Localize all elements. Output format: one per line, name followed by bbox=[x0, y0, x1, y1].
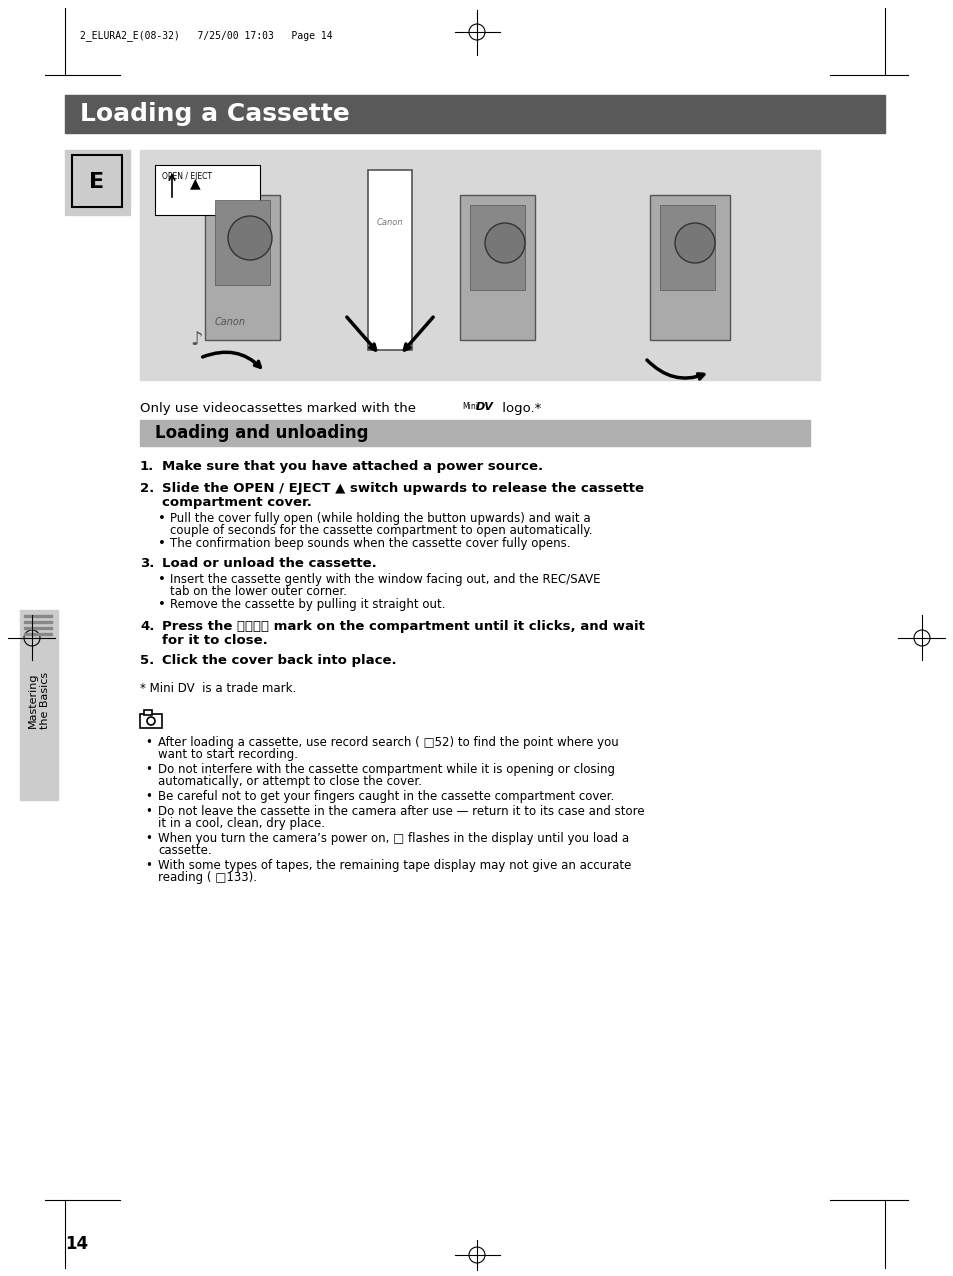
Text: automatically, or attempt to close the cover.: automatically, or attempt to close the c… bbox=[158, 775, 421, 789]
Text: Loading and unloading: Loading and unloading bbox=[154, 424, 368, 441]
Text: * Mini DV  is a trade mark.: * Mini DV is a trade mark. bbox=[140, 681, 296, 695]
Text: Press the ⓅⓊⓈⓗ mark on the compartment until it clicks, and wait: Press the ⓅⓊⓈⓗ mark on the compartment u… bbox=[162, 620, 644, 633]
Bar bbox=[24, 633, 52, 635]
Text: it in a cool, clean, dry place.: it in a cool, clean, dry place. bbox=[158, 817, 325, 829]
Text: Pull the cover fully open (while holding the button upwards) and wait a: Pull the cover fully open (while holding… bbox=[170, 512, 590, 524]
Text: 4.: 4. bbox=[140, 620, 154, 633]
Text: •: • bbox=[145, 763, 152, 776]
Bar bbox=[205, 195, 280, 339]
Text: Mastering
the Basics: Mastering the Basics bbox=[29, 671, 50, 729]
Text: Canon: Canon bbox=[376, 218, 403, 227]
Text: The confirmation beep sounds when the cassette cover fully opens.: The confirmation beep sounds when the ca… bbox=[170, 537, 570, 550]
Text: E: E bbox=[90, 172, 105, 191]
Text: ▲: ▲ bbox=[190, 176, 200, 190]
Text: 3.: 3. bbox=[140, 558, 154, 570]
Text: for it to close.: for it to close. bbox=[162, 634, 268, 647]
Bar bbox=[24, 627, 52, 629]
Bar bbox=[65, 151, 130, 214]
Circle shape bbox=[228, 216, 272, 260]
Text: want to start recording.: want to start recording. bbox=[158, 748, 297, 760]
Text: Click the cover back into place.: Click the cover back into place. bbox=[162, 655, 396, 667]
Text: 1.: 1. bbox=[140, 461, 154, 473]
Text: Canon: Canon bbox=[214, 316, 246, 327]
Bar bbox=[24, 621, 52, 623]
Bar bbox=[459, 195, 535, 339]
Text: reading ( □133).: reading ( □133). bbox=[158, 872, 256, 884]
Text: After loading a cassette, use record search ( □52) to find the point where you: After loading a cassette, use record sea… bbox=[158, 736, 618, 749]
Text: Be careful not to get your fingers caught in the cassette compartment cover.: Be careful not to get your fingers caugh… bbox=[158, 790, 614, 803]
Text: cassette.: cassette. bbox=[158, 843, 212, 857]
Text: 2.: 2. bbox=[140, 482, 154, 495]
Text: With some types of tapes, the remaining tape display may not give an accurate: With some types of tapes, the remaining … bbox=[158, 859, 631, 872]
Bar bbox=[71, 154, 122, 207]
Bar bbox=[140, 420, 809, 447]
Bar bbox=[140, 151, 820, 380]
Circle shape bbox=[675, 223, 714, 263]
Text: •: • bbox=[145, 859, 152, 872]
Bar bbox=[65, 94, 884, 133]
Circle shape bbox=[147, 717, 154, 725]
Text: Do not leave the cassette in the camera after use — return it to its case and st: Do not leave the cassette in the camera … bbox=[158, 805, 644, 818]
Text: •: • bbox=[145, 736, 152, 749]
Bar bbox=[470, 205, 524, 290]
Text: When you turn the camera’s power on, □ flashes in the display until you load a: When you turn the camera’s power on, □ f… bbox=[158, 832, 628, 845]
Text: •: • bbox=[145, 790, 152, 803]
Bar bbox=[659, 205, 714, 290]
Text: Loading a Cassette: Loading a Cassette bbox=[80, 102, 350, 126]
Text: 5.: 5. bbox=[140, 655, 154, 667]
Text: DV: DV bbox=[476, 402, 494, 412]
Circle shape bbox=[484, 223, 524, 263]
Text: Slide the OPEN / EJECT ▲ switch upwards to release the cassette: Slide the OPEN / EJECT ▲ switch upwards … bbox=[162, 482, 643, 495]
Bar bbox=[20, 610, 58, 800]
Bar bbox=[140, 715, 162, 729]
Text: 14: 14 bbox=[65, 1235, 88, 1253]
Bar bbox=[144, 709, 152, 715]
Bar bbox=[649, 195, 729, 339]
Bar bbox=[368, 170, 412, 350]
Text: tab on the lower outer corner.: tab on the lower outer corner. bbox=[170, 584, 347, 598]
Text: Remove the cassette by pulling it straight out.: Remove the cassette by pulling it straig… bbox=[170, 598, 445, 611]
Text: •: • bbox=[158, 537, 166, 550]
Text: •: • bbox=[158, 573, 166, 586]
Bar bbox=[214, 200, 270, 285]
Text: compartment cover.: compartment cover. bbox=[162, 496, 312, 509]
Text: 2_ELURA2_E(08-32)   7/25/00 17:03   Page 14: 2_ELURA2_E(08-32) 7/25/00 17:03 Page 14 bbox=[80, 31, 333, 41]
Text: •: • bbox=[145, 832, 152, 845]
Text: Insert the cassette gently with the window facing out, and the REC/SAVE: Insert the cassette gently with the wind… bbox=[170, 573, 599, 586]
Text: OPEN / EJECT: OPEN / EJECT bbox=[162, 172, 212, 181]
Text: couple of seconds for the cassette compartment to open automatically.: couple of seconds for the cassette compa… bbox=[170, 524, 592, 537]
Bar bbox=[24, 615, 52, 618]
Text: •: • bbox=[158, 598, 166, 611]
Text: Mini: Mini bbox=[461, 402, 477, 411]
Text: Only use videocassettes marked with the: Only use videocassettes marked with the bbox=[140, 402, 420, 415]
Text: •: • bbox=[158, 512, 166, 524]
Text: Do not interfere with the cassette compartment while it is opening or closing: Do not interfere with the cassette compa… bbox=[158, 763, 615, 776]
Text: logo.*: logo.* bbox=[497, 402, 540, 415]
Text: ♪: ♪ bbox=[190, 330, 202, 350]
Bar bbox=[154, 165, 260, 214]
Text: Load or unload the cassette.: Load or unload the cassette. bbox=[162, 558, 376, 570]
Text: Make sure that you have attached a power source.: Make sure that you have attached a power… bbox=[162, 461, 542, 473]
Text: •: • bbox=[145, 805, 152, 818]
